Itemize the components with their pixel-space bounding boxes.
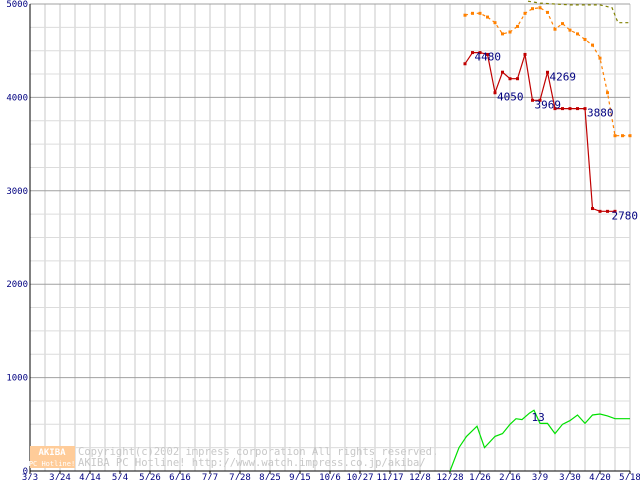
y-tick-label: 1000 <box>6 374 28 384</box>
series-2-point <box>628 134 632 138</box>
series-2-point <box>508 30 512 34</box>
x-tick-label: 6/16 <box>169 473 191 480</box>
data-label: 2780 <box>612 209 639 222</box>
x-axis-tick-labels: 3/3 3/24 4/14 5/4 5/26 6/16 7/7 7/28 8/25 9/15 10/… <box>22 473 640 480</box>
series-2-point <box>568 28 572 32</box>
y-tick-label: 3000 <box>6 187 28 197</box>
series-2-point <box>516 24 519 28</box>
data-labels: 4480 4050 3969 4269 3880 2780 13 <box>475 51 639 425</box>
x-tick-label: 3/24 <box>49 473 71 480</box>
series-2-point <box>598 56 602 60</box>
series-3-point <box>591 207 594 211</box>
x-tick-label: 5/26 <box>139 473 161 480</box>
series-3-point <box>531 98 534 102</box>
x-tick-label: 12/28 <box>436 473 463 480</box>
series-3-point <box>508 77 512 81</box>
data-label: 13 <box>532 411 545 424</box>
series-3-point <box>568 107 572 111</box>
x-tick-label: 7/7 <box>202 473 218 480</box>
copyright-line-1: Copyright(c)2002 impress corporation All… <box>78 446 438 458</box>
series-2-point <box>478 11 482 15</box>
data-label: 3969 <box>535 98 562 111</box>
x-tick-label: 10/6 <box>319 473 341 480</box>
data-label: 4480 <box>475 51 502 64</box>
series-line-4 <box>449 409 630 472</box>
y-axis-tick-labels: 0 1000 2000 3000 4000 5000 <box>6 0 28 477</box>
x-tick-label: 4/20 <box>589 473 611 480</box>
series-2-point <box>621 134 624 138</box>
series-2-point <box>606 91 609 95</box>
series-2-point <box>531 7 534 11</box>
watermark: AKIBA PC Hotline! Copyright(c)2002 impre… <box>29 446 438 469</box>
data-label: 4269 <box>550 70 577 83</box>
series-3-point <box>538 98 542 102</box>
series-2-point <box>486 15 489 19</box>
series-3-point <box>501 70 504 74</box>
series-2-point <box>523 11 527 15</box>
series-3-point <box>463 62 467 66</box>
x-tick-label: 9/15 <box>289 473 311 480</box>
x-tick-label: 10/27 <box>346 473 373 480</box>
series-3-point <box>613 209 617 213</box>
series-2-point <box>471 11 474 15</box>
series-2-point <box>583 37 587 41</box>
y-tick-label: 4000 <box>6 93 28 103</box>
series-2-point <box>538 6 542 10</box>
series-2-point <box>591 43 594 47</box>
data-label: 4050 <box>497 91 524 104</box>
y-tick-label: 5000 <box>6 0 28 10</box>
series-2-point <box>613 134 617 138</box>
x-tick-label: 3/9 <box>532 473 548 480</box>
akiba-logo: AKIBA PC Hotline! <box>29 446 75 468</box>
series-2-point <box>576 32 579 36</box>
series-3-point <box>583 107 587 111</box>
y-tick-label: 2000 <box>6 280 28 290</box>
series-2-point <box>501 32 504 36</box>
series-2-point <box>553 27 557 31</box>
axes <box>29 4 631 474</box>
series-3-point <box>576 107 579 111</box>
y-tick-label: 0 <box>23 467 28 477</box>
series-2-point <box>463 13 467 17</box>
x-tick-label: 7/28 <box>229 473 251 480</box>
series-3-point <box>561 107 564 111</box>
logo-top-text: AKIBA <box>38 448 66 458</box>
x-tick-label: 5/18 <box>619 473 640 480</box>
x-tick-label: 2/16 <box>499 473 521 480</box>
x-tick-label: 5/4 <box>112 473 128 480</box>
series-2-point <box>561 22 564 26</box>
x-tick-label: 3/30 <box>559 473 581 480</box>
series-3-point <box>516 77 519 81</box>
series-3-point <box>486 52 489 56</box>
series-2-point <box>546 10 549 14</box>
data-label: 3880 <box>587 107 614 120</box>
x-tick-label: 8/25 <box>259 473 281 480</box>
series-3-point <box>493 91 497 95</box>
series-2-point <box>493 21 497 25</box>
series-3-point <box>598 209 602 213</box>
horizontal-gridlines <box>30 3 630 472</box>
series-3-point <box>546 70 549 74</box>
x-tick-label: 4/14 <box>79 473 101 480</box>
series-3-point <box>523 52 527 56</box>
series-3-point <box>471 51 474 55</box>
series-3-point <box>478 51 482 55</box>
series-3-point <box>606 209 609 213</box>
series-3-point <box>553 107 557 111</box>
series-lines <box>449 0 632 472</box>
x-tick-label: 1/26 <box>469 473 491 480</box>
copyright-line-2: AKIBA PC Hotline! http://www.watch.impre… <box>78 457 426 469</box>
x-tick-label: 11/17 <box>376 473 403 480</box>
x-tick-label: 3/3 <box>22 473 38 480</box>
x-tick-label: 12/8 <box>409 473 431 480</box>
logo-bottom-text: PC Hotline! <box>29 460 75 468</box>
